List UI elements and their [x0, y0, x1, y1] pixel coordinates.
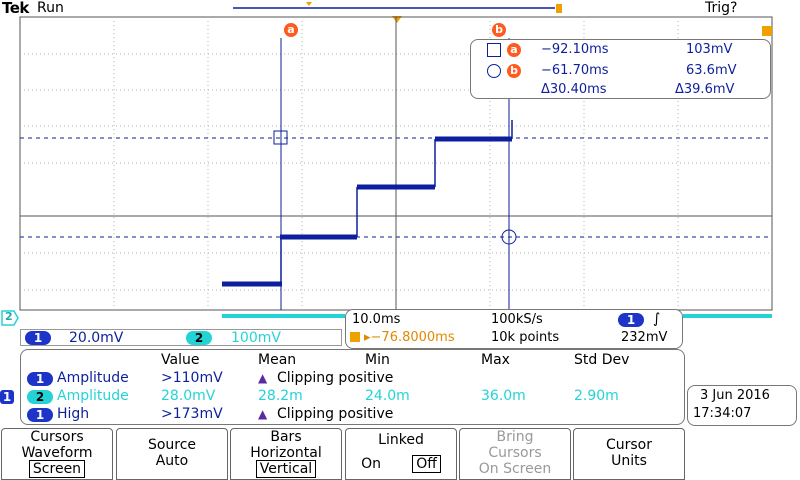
table-row-value: >110mV — [161, 370, 223, 386]
table-row-mean: 28.2m — [258, 388, 303, 404]
table-row-ch-badge: 1 — [27, 408, 53, 422]
col-header-value: Value — [161, 352, 200, 368]
date: 3 Jun 2016 — [700, 388, 770, 403]
col-header-mean: Mean — [258, 352, 297, 368]
status-bar: Tek Run Trig? — [0, 0, 800, 17]
softkey-cursors-waveform[interactable]: Cursors Waveform Screen — [1, 428, 113, 480]
ch2-ground-marker — [1, 310, 19, 326]
sample-rate: 100kS/s — [491, 312, 543, 327]
softkey-linked[interactable]: Linked On Off — [345, 428, 457, 480]
softkey-cursor-units[interactable]: Cursor Units — [573, 428, 685, 480]
table-row-name: Amplitude — [57, 370, 129, 386]
timebase-panel[interactable]: 10.0ms 100kS/s 1 ∫ ▸−76.8000ms 10k point… — [345, 309, 683, 349]
ch2-scale: 100mV — [231, 330, 281, 346]
cursor-a-square-icon — [273, 130, 288, 145]
ch1-scale: 20.0mV — [69, 330, 124, 346]
table-row-std: 2.90m — [574, 388, 619, 404]
ch1-badge[interactable]: 1 — [25, 331, 51, 345]
ch2-ground-label: 2 — [5, 310, 13, 323]
record-length: 10k points — [491, 330, 560, 345]
square-cursor-icon — [487, 43, 501, 57]
datetime-panel: 3 Jun 2016 17:34:07 — [687, 385, 797, 426]
col-header-max: Max — [481, 352, 510, 368]
row-selector-marker: 1 — [0, 390, 14, 404]
cursor-b-value: 63.6mV — [686, 63, 737, 78]
trigger-state: Trig? — [705, 0, 738, 16]
ch2-badge[interactable]: 2 — [186, 331, 212, 345]
circle-cursor-icon — [487, 64, 501, 78]
linked-off-option[interactable]: Off — [412, 455, 441, 473]
trigger-level: 232mV — [621, 330, 668, 345]
softkey-bars-horizontal[interactable]: Bars Horizontal Vertical — [230, 428, 342, 480]
cursor-b-time: −61.70ms — [541, 63, 609, 78]
table-row-max: 36.0m — [481, 388, 526, 404]
ch1-trace — [222, 136, 512, 287]
cursor-readout-panel: a −92.10ms 103mV b −61.70ms 63.6mV Δ30.4… — [470, 39, 771, 99]
table-row-ch-badge: 1 — [27, 372, 53, 386]
table-row-min: 24.0m — [365, 388, 410, 404]
trigger-t-icon — [350, 332, 360, 342]
table-row-name: High — [57, 406, 90, 422]
brand-logo: Tek — [2, 0, 29, 17]
time: 17:34:07 — [693, 406, 752, 421]
trigger-position: ▸−76.8000ms — [364, 330, 455, 345]
table-row-mean: Clipping positive — [277, 406, 394, 422]
cursor-a-time: −92.10ms — [541, 42, 609, 57]
table-row-name: Amplitude — [57, 388, 129, 404]
cursor-a-marker[interactable]: a — [284, 23, 298, 37]
channel-scale-bar[interactable]: 1 20.0mV 2 100mV — [20, 329, 342, 346]
col-header-std: Std Dev — [574, 352, 630, 368]
horizontal-scale: 10.0ms — [352, 312, 401, 327]
table-row-ch-badge: 2 — [27, 390, 53, 404]
linked-on-option[interactable]: On — [361, 456, 382, 472]
cursor-b-circle-icon — [501, 229, 517, 245]
cursor-delta-value: Δ39.6mV — [675, 82, 735, 97]
table-row-mean: Clipping positive — [277, 370, 394, 386]
softkey-source-auto[interactable]: Source Auto — [116, 428, 228, 480]
trigger-source-badge: 1 — [618, 313, 644, 327]
rising-edge-icon: ∫ — [653, 311, 661, 327]
warning-triangle-icon: ▲ — [258, 407, 268, 421]
cursor-a-value: 103mV — [686, 42, 733, 57]
table-row-value: >173mV — [161, 406, 223, 422]
measurement-panel: Value Mean Min Max Std Dev 1 Amplitude >… — [20, 349, 685, 425]
table-row-value: 28.0mV — [161, 388, 216, 404]
cursor-b-badge: b — [507, 64, 521, 78]
cursor-b-marker[interactable]: b — [492, 23, 506, 37]
cursor-delta-time: Δ30.40ms — [541, 82, 607, 97]
softkey-bring-cursors-on-screen[interactable]: Bring Cursors On Screen — [459, 428, 571, 480]
trigger-position-icon — [392, 16, 402, 23]
cursor-a-badge: a — [507, 43, 521, 57]
warning-triangle-icon: ▲ — [258, 371, 268, 385]
col-header-min: Min — [365, 352, 390, 368]
acquisition-state: Run — [37, 0, 64, 16]
